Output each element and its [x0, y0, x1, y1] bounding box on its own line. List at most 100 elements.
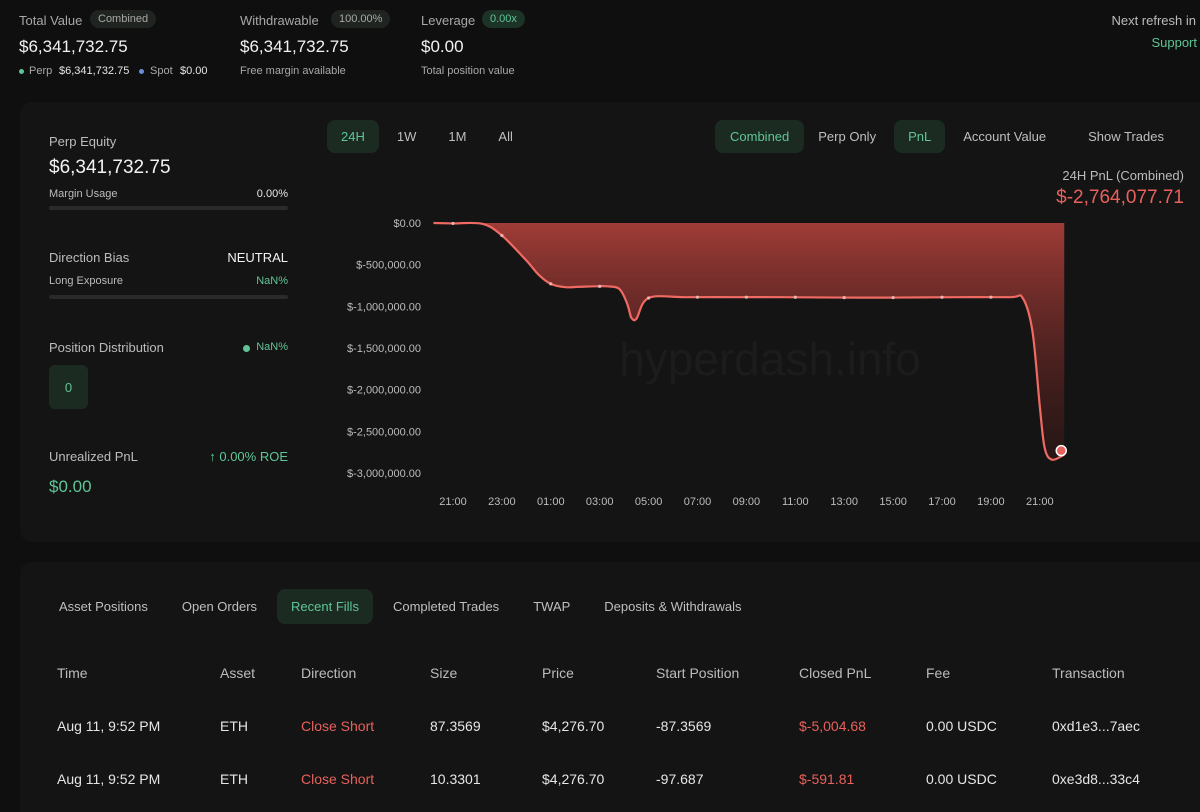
col-size[interactable]: Size — [430, 665, 458, 681]
y-tick-label: $-2,000,000.00 — [347, 385, 421, 397]
position-distribution-label: Position Distribution — [49, 340, 164, 355]
cell-closed-pnl: $-5,004.68 — [799, 718, 866, 734]
range-1m[interactable]: 1M — [448, 129, 467, 144]
overview-panel — [20, 102, 1200, 542]
cell-asset: ETH — [220, 771, 248, 787]
cell-size: 10.3301 — [430, 771, 481, 787]
perp-label: Perp — [29, 65, 53, 77]
margin-usage-value: 0.00% — [256, 188, 288, 200]
pnl-area — [433, 222, 1065, 460]
tab-completed-trades[interactable]: Completed Trades — [392, 599, 500, 614]
total-value-label: Total Value — [19, 13, 83, 28]
col-direction[interactable]: Direction — [301, 665, 357, 681]
fills-tabs: Asset Positions Open Orders Recent Fills… — [45, 589, 756, 624]
col-price[interactable]: Price — [542, 665, 574, 681]
long-exposure-bar — [49, 295, 288, 299]
y-tick-label: $-1,000,000.00 — [347, 301, 421, 313]
metric-pnl[interactable]: PnL — [894, 120, 946, 153]
cell-fee: 0.00 USDC — [926, 718, 997, 734]
unrealized-pnl-value: $0.00 — [49, 477, 92, 496]
pnl-data-point[interactable] — [989, 295, 993, 299]
cell-price: $4,276.70 — [542, 718, 605, 734]
cell-asset: ETH — [220, 718, 248, 734]
pnl-data-point[interactable] — [793, 295, 797, 299]
cell-transaction-link[interactable]: 0xe3d8...33c4 — [1052, 771, 1140, 787]
direction-bias-label: Direction Bias — [49, 250, 130, 265]
margin-usage-label: Margin Usage — [49, 188, 118, 200]
tab-open-orders[interactable]: Open Orders — [181, 599, 258, 614]
pnl-data-point[interactable] — [891, 295, 895, 300]
x-tick-label: 03:00 — [586, 496, 614, 508]
long-exposure-label: Long Exposure — [49, 275, 123, 287]
y-tick-label: $-500,000.00 — [356, 260, 421, 272]
x-tick-label: 11:00 — [782, 496, 809, 508]
cell-direction: Close Short — [301, 718, 375, 734]
col-closed-pnl[interactable]: Closed PnL — [799, 665, 872, 681]
y-tick-label: $-1,500,000.00 — [347, 343, 421, 355]
pnl-data-point[interactable] — [940, 295, 944, 299]
support-link[interactable]: Support — [1151, 35, 1197, 50]
pnl-line — [433, 221, 1065, 461]
perp-equity-value: $6,341,732.75 — [49, 157, 171, 178]
pnl-data-point[interactable] — [451, 221, 455, 226]
x-tick-label: 23:00 — [488, 496, 516, 508]
distribution-dot-icon — [243, 345, 250, 352]
position-distribution-value: NaN% — [256, 341, 288, 353]
cell-fee: 0.00 USDC — [926, 771, 997, 787]
pnl-data-point[interactable] — [500, 233, 504, 238]
pnl-data-point[interactable] — [695, 295, 700, 299]
cell-time: Aug 11, 9:52 PM — [57, 718, 161, 734]
spot-label: Spot — [150, 65, 173, 77]
perp-equity-label: Perp Equity — [49, 134, 117, 149]
col-asset[interactable]: Asset — [220, 665, 256, 681]
roe-value: ↑ 0.00% ROE — [209, 449, 288, 464]
pnl-data-point[interactable] — [549, 282, 553, 286]
range-1w[interactable]: 1W — [396, 129, 417, 144]
withdrawable-sub: Free margin available — [240, 65, 346, 77]
pnl-data-point[interactable] — [744, 295, 748, 299]
x-tick-label: 07:00 — [684, 496, 712, 508]
metric-account-value[interactable]: Account Value — [963, 129, 1047, 144]
col-fee[interactable]: Fee — [926, 665, 951, 681]
cell-size: 87.3569 — [430, 718, 481, 734]
col-transaction[interactable]: Transaction — [1052, 665, 1125, 681]
pnl-total-value: $-2,764,077.71 — [1056, 187, 1184, 208]
position-count-box[interactable] — [49, 365, 88, 409]
cell-transaction-link[interactable]: 0xd1e3...7aec — [1052, 718, 1140, 734]
x-tick-label: 21:00 — [1026, 496, 1054, 508]
pnl-data-point[interactable] — [842, 295, 846, 300]
combined-badge: Combined — [90, 10, 157, 28]
x-tick-label: 01:00 — [537, 496, 565, 508]
x-tick-label: 05:00 — [635, 496, 663, 508]
spot-dot-icon — [139, 69, 144, 74]
show-trades-toggle[interactable]: Show Trades — [1088, 129, 1164, 144]
tab-twap[interactable]: TWAP — [533, 599, 571, 614]
x-tick-label: 21:00 — [439, 496, 467, 508]
x-tick-label: 17:00 — [928, 496, 956, 508]
direction-bias-value: NEUTRAL — [227, 250, 288, 265]
mode-perp-only[interactable]: Perp Only — [818, 129, 877, 144]
withdrawable-badge: 100.00% — [331, 10, 391, 28]
perp-dot-icon — [19, 69, 24, 74]
pnl-data-point[interactable] — [647, 296, 651, 300]
pnl-data-point[interactable] — [598, 284, 602, 288]
range-24h[interactable]: 24H — [327, 120, 379, 153]
tab-deposits-withdrawals[interactable]: Deposits & Withdrawals — [604, 599, 742, 614]
col-start-position[interactable]: Start Position — [656, 665, 740, 681]
y-tick-label: $-2,500,000.00 — [347, 426, 421, 438]
x-tick-label: 15:00 — [879, 496, 907, 508]
chart-options: Combined Perp Only PnL Account Value Sho… — [715, 120, 1178, 153]
tab-asset-positions[interactable]: Asset Positions — [59, 599, 148, 614]
unrealized-pnl-label: Unrealized PnL — [49, 449, 138, 464]
col-time[interactable]: Time — [57, 665, 88, 681]
range-selector: 24H 1W 1M All — [327, 120, 527, 153]
tab-recent-fills[interactable]: Recent Fills — [277, 589, 373, 624]
withdrawable-value: $6,341,732.75 — [240, 37, 349, 56]
cell-start-position: -97.687 — [656, 771, 704, 787]
pnl-caption: 24H PnL (Combined) — [1062, 168, 1184, 183]
mode-combined[interactable]: Combined — [715, 120, 805, 153]
chart-watermark: hyperdash.info — [619, 333, 921, 385]
pnl-last-point[interactable] — [1055, 444, 1067, 457]
range-all[interactable]: All — [498, 129, 513, 144]
y-tick-label: $0.00 — [393, 218, 421, 230]
